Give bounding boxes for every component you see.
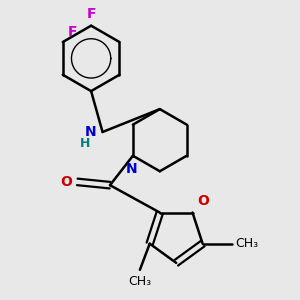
Text: O: O: [61, 175, 72, 189]
Text: N: N: [85, 125, 97, 139]
Text: F: F: [68, 25, 77, 39]
Text: CH₃: CH₃: [128, 275, 152, 288]
Text: N: N: [125, 162, 137, 176]
Text: F: F: [86, 7, 96, 21]
Text: O: O: [197, 194, 209, 208]
Text: CH₃: CH₃: [235, 237, 259, 250]
Text: H: H: [80, 137, 90, 150]
